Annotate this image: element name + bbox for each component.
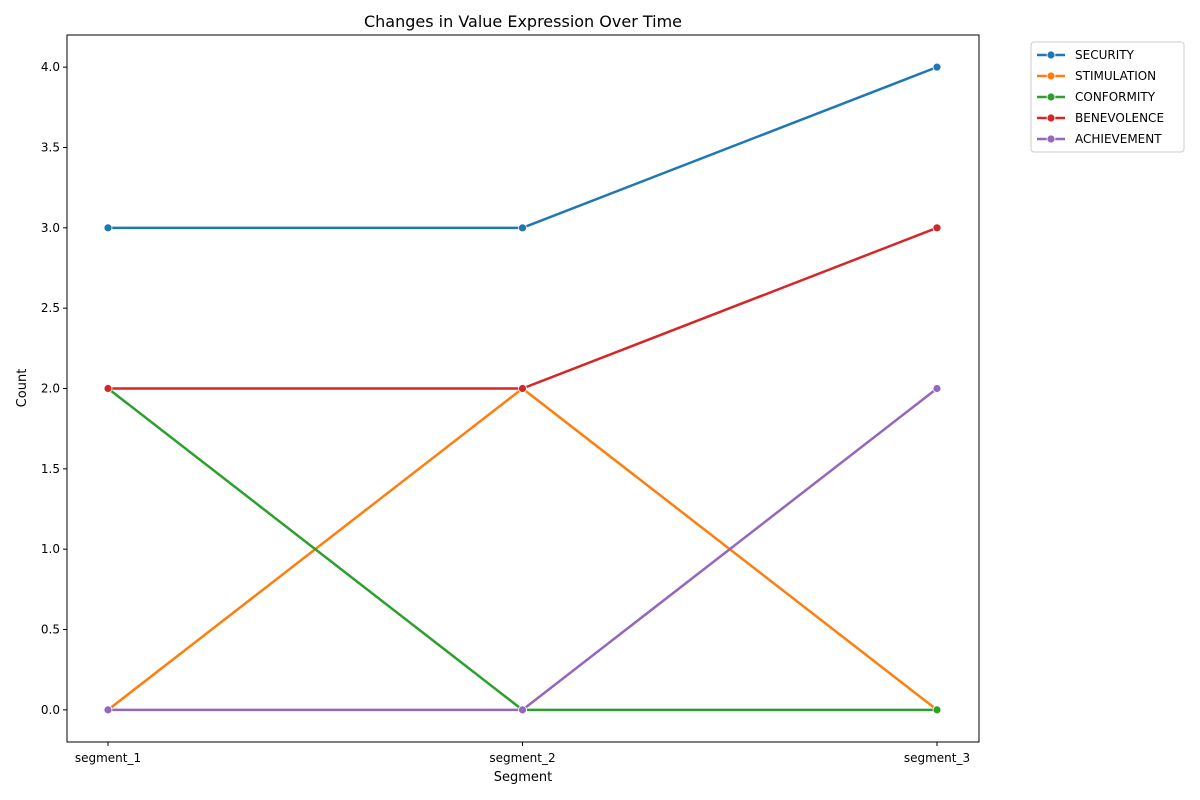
data-point — [932, 705, 942, 715]
legend-frame — [1030, 41, 1185, 153]
legend-marker — [1046, 134, 1056, 144]
y-tick-label: 2.5 — [41, 301, 60, 315]
x-tick-label: segment_1 — [75, 751, 141, 765]
y-tick-label: 3.5 — [41, 140, 60, 154]
legend-label: BENEVOLENCE — [1075, 111, 1164, 125]
series-lines — [103, 62, 942, 715]
data-point — [518, 223, 527, 233]
legend-label: STIMULATION — [1075, 69, 1156, 83]
series-achievement — [103, 384, 942, 715]
series-security — [103, 62, 942, 233]
y-axis-label: Count — [15, 369, 30, 408]
y-tick-label: 1.5 — [41, 462, 60, 476]
x-tick-label: segment_2 — [489, 751, 555, 765]
legend-item: STIMULATION — [1037, 69, 1156, 83]
y-tick-label: 2.0 — [41, 382, 60, 396]
legend-label: SECURITY — [1075, 48, 1135, 62]
legend-marker — [1046, 50, 1056, 60]
data-point — [932, 384, 942, 393]
data-point — [103, 384, 113, 393]
series-benevolence — [103, 223, 942, 393]
plot-frame — [66, 34, 980, 743]
series-line — [108, 65, 938, 230]
series-line — [107, 387, 938, 711]
x-axis-label: Segment — [494, 770, 553, 785]
legend: SECURITY STIMULATION CONFORMITY BENEVOLENCE… — [1030, 41, 1185, 153]
series-conformity — [103, 384, 942, 715]
data-point — [518, 384, 527, 393]
series-line — [108, 387, 938, 712]
legend-item: BENEVOLENCE — [1037, 111, 1164, 125]
legend-label: ACHIEVEMENT — [1075, 132, 1162, 146]
data-point — [932, 62, 942, 72]
legend-marker — [1046, 71, 1056, 81]
series-line — [107, 387, 937, 712]
x-tick-label: segment_3 — [904, 751, 970, 765]
chart-title: Changes in Value Expression Over Time — [364, 12, 682, 31]
legend-marker — [1046, 92, 1056, 102]
legend-item: SECURITY — [1037, 48, 1135, 62]
series-line — [108, 226, 938, 390]
y-tick-label: 3.0 — [41, 221, 60, 235]
y-tick-label: 1.0 — [41, 542, 60, 556]
legend-item: ACHIEVEMENT — [1037, 132, 1162, 146]
y-tick-label: 4.0 — [41, 60, 60, 74]
legend-label: CONFORMITY — [1075, 90, 1156, 104]
y-tick-label: 0.0 — [41, 703, 60, 717]
y-tick-label: 0.5 — [41, 623, 60, 637]
data-point — [518, 705, 527, 715]
y-axis: 0.0 0.5 1.0 1.5 2.0 2.5 3.0 3.5 4.0 — [41, 60, 67, 717]
series-stimulation — [103, 384, 942, 715]
data-point — [932, 223, 942, 233]
legend-marker — [1046, 113, 1056, 123]
data-point — [103, 223, 113, 233]
data-point — [103, 705, 113, 715]
x-axis: segment_1 segment_2 segment_3 — [75, 742, 970, 765]
legend-item: CONFORMITY — [1037, 90, 1156, 104]
